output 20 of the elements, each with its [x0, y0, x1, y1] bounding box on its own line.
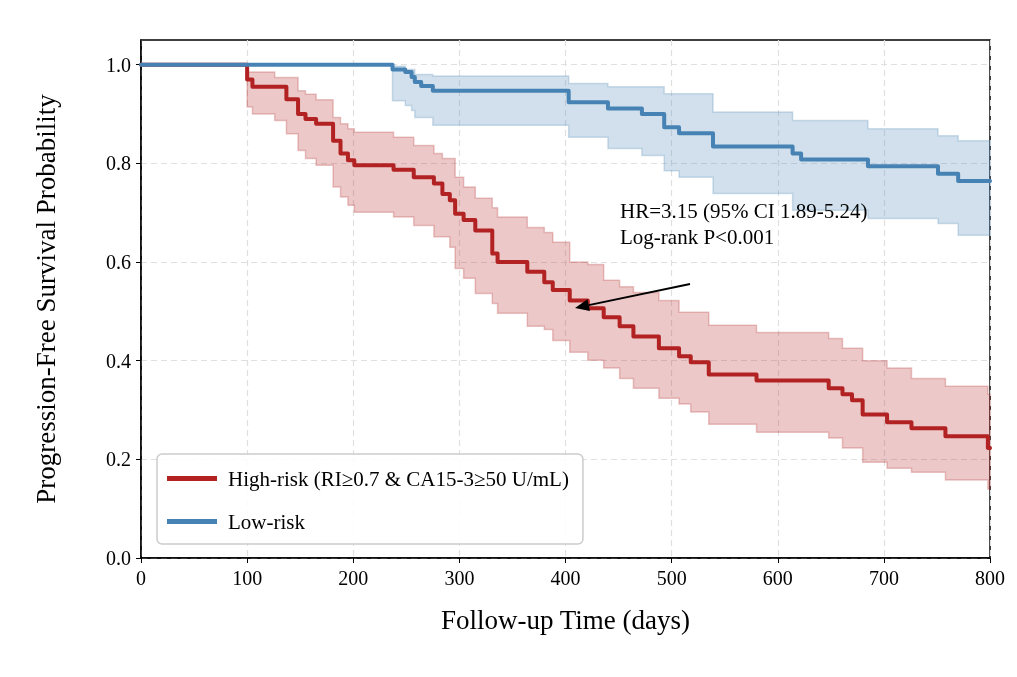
x-tick-label: 200 [338, 567, 369, 589]
y-tick-label: 0.6 [106, 251, 131, 273]
y-axis-title: Progression-Free Survival Probability [30, 93, 61, 504]
y-tick-label: 0.2 [106, 448, 131, 471]
x-tick-label: 700 [868, 567, 899, 589]
legend-label: Low-risk [228, 509, 306, 534]
x-tick-label: 500 [656, 567, 687, 589]
y-tick-label: 0.4 [106, 349, 131, 372]
y-tick-label: 1.0 [106, 53, 131, 76]
x-axis-title: Follow-up Time (days) [440, 604, 691, 635]
x-tick-label: 400 [550, 567, 581, 589]
y-tick-label: 0.8 [106, 152, 131, 175]
y-tick-label: 0.0 [106, 547, 131, 569]
x-tick-label: 100 [232, 567, 263, 589]
x-tick-label: 600 [762, 567, 793, 589]
x-tick-label: 0 [136, 567, 146, 589]
x-tick-label: 300 [444, 567, 475, 589]
x-tick-label: 800 [975, 567, 1005, 589]
annotation: HR=3.15 (95% CI 1.89-5.24) Log-rank P<0.001 [620, 198, 868, 250]
legend-label: High-risk (RI≥0.7 & CA15-3≥50 U/mL) [228, 466, 569, 491]
